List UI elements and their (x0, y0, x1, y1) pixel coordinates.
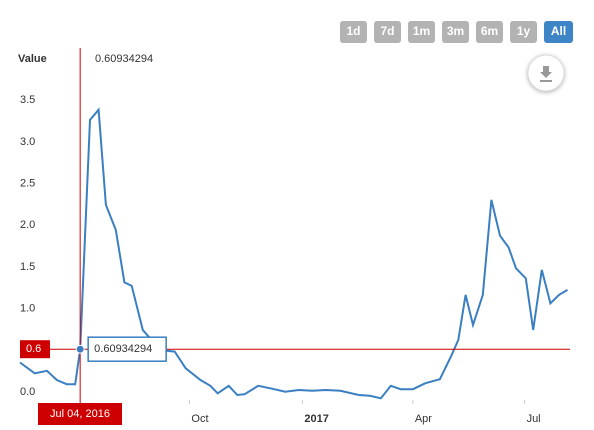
y-tick-label: 2.5 (20, 177, 35, 189)
button-bg (476, 21, 503, 43)
button-label: 6m (481, 24, 498, 38)
range-button[interactable]: 6m (476, 21, 503, 43)
x-tick-label: Oct (191, 413, 208, 425)
button-bg (510, 21, 537, 43)
button-label: All (551, 24, 566, 38)
button-label: 1d (346, 24, 360, 38)
range-button[interactable]: 1m (408, 21, 435, 43)
data-line (19, 107, 569, 400)
button-label: 7d (380, 24, 394, 38)
crosshair-y-label: 0.6 (26, 343, 41, 355)
button-bg (544, 21, 573, 43)
button-label: 1y (517, 24, 531, 38)
range-button[interactable]: 1d (340, 21, 367, 43)
range-button[interactable]: 1y (510, 21, 537, 43)
button-bg (340, 21, 367, 43)
button-label: 1m (413, 24, 430, 38)
button-bg (374, 21, 401, 43)
range-button[interactable]: All (544, 21, 573, 43)
y-tick-label: 2.0 (20, 219, 35, 231)
hover-value: 0.60934294 (95, 53, 153, 65)
range-button[interactable]: 3m (442, 21, 469, 43)
hover-point (75, 344, 85, 354)
x-tick-label: Jul (527, 413, 541, 425)
button-label: 3m (447, 24, 464, 38)
y-tick-label: 1.0 (20, 303, 35, 315)
button-bg (408, 21, 435, 43)
tooltip-box (87, 336, 167, 362)
y-tick-label: 0.0 (20, 386, 35, 398)
crosshair-x-box (38, 403, 122, 425)
range-button[interactable]: 7d (374, 21, 401, 43)
y-tick-label: 3.0 (20, 136, 35, 148)
crosshair-x-label: Jul 04, 2016 (50, 408, 110, 420)
value-label: Value (18, 53, 47, 65)
crosshair-y-box (20, 340, 50, 359)
x-tick-label: Apr (415, 413, 432, 425)
x-tick-label: 2017 (304, 413, 328, 425)
tooltip-value: 0.60934294 (94, 343, 152, 355)
button-bg (442, 21, 469, 43)
y-tick-label: 3.5 (20, 94, 35, 106)
download-button[interactable] (527, 54, 565, 92)
y-tick-label: 1.5 (20, 261, 35, 273)
